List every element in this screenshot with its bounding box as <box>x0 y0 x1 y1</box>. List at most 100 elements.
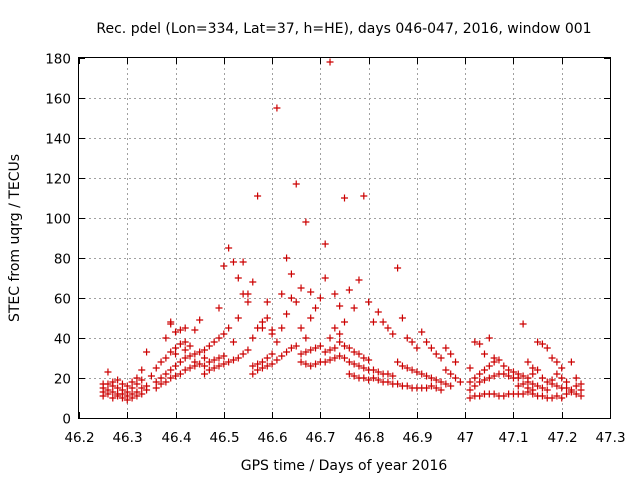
data-point <box>427 344 435 352</box>
data-point <box>500 392 508 400</box>
data-point <box>336 330 344 338</box>
data-point <box>99 380 107 388</box>
x-tick-label: 46.5 <box>209 430 239 446</box>
data-point <box>384 370 392 378</box>
data-point <box>268 360 276 368</box>
data-point <box>476 340 484 348</box>
x-tick-label: 46.3 <box>112 430 142 446</box>
data-point <box>302 218 310 226</box>
data-point <box>162 370 170 378</box>
y-tick-label: 20 <box>54 372 71 388</box>
data-point <box>162 378 170 386</box>
data-point <box>500 370 508 378</box>
data-point <box>201 370 209 378</box>
data-point <box>302 348 310 356</box>
data-point <box>360 364 368 372</box>
data-point <box>152 384 160 392</box>
data-point <box>312 360 320 368</box>
data-point <box>345 344 353 352</box>
data-point <box>495 356 503 364</box>
data-point <box>114 384 122 392</box>
data-point <box>466 378 474 386</box>
data-point <box>220 360 228 368</box>
x-tick-label: 46.9 <box>402 430 432 446</box>
data-point <box>167 348 175 356</box>
data-point <box>480 350 488 358</box>
data-point <box>312 304 320 312</box>
data-point <box>403 382 411 390</box>
data-point <box>398 314 406 322</box>
data-point <box>191 358 199 366</box>
data-point <box>360 374 368 382</box>
data-point <box>157 374 165 382</box>
data-point <box>423 372 431 380</box>
data-point <box>186 364 194 372</box>
data-point <box>287 270 295 278</box>
data-point <box>369 318 377 326</box>
data-point <box>210 364 218 372</box>
data-point <box>181 338 189 346</box>
data-point <box>292 342 300 350</box>
data-point <box>172 344 180 352</box>
data-point <box>374 376 382 384</box>
data-point <box>345 370 353 378</box>
data-point <box>572 374 580 382</box>
data-point <box>104 368 112 376</box>
data-point <box>258 358 266 366</box>
data-point <box>389 330 397 338</box>
data-point <box>567 358 575 366</box>
data-point <box>519 320 527 328</box>
data-point <box>263 354 271 362</box>
data-point <box>273 356 281 364</box>
data-point <box>345 286 353 294</box>
data-point <box>196 360 204 368</box>
y-tick-label: 60 <box>54 292 71 308</box>
data-point <box>369 366 377 374</box>
data-point <box>548 376 556 384</box>
data-point <box>191 350 199 358</box>
data-point <box>321 274 329 282</box>
x-tick-label: 47.3 <box>595 430 625 446</box>
data-point <box>215 362 223 370</box>
data-point <box>490 354 498 362</box>
data-point <box>509 368 517 376</box>
data-point <box>292 298 300 306</box>
data-point <box>283 254 291 262</box>
data-point <box>548 394 556 402</box>
data-point <box>442 366 450 374</box>
data-point <box>205 358 213 366</box>
data-point <box>220 352 228 360</box>
data-point <box>181 354 189 362</box>
data-point <box>186 352 194 360</box>
data-point <box>490 372 498 380</box>
data-point <box>350 348 358 356</box>
data-point <box>118 380 126 388</box>
data-point <box>128 384 136 392</box>
data-point <box>466 386 474 394</box>
data-point <box>374 308 382 316</box>
data-point <box>138 376 146 384</box>
data-point <box>529 364 537 372</box>
data-point <box>558 364 566 372</box>
data-point <box>244 290 252 298</box>
data-point <box>172 328 180 336</box>
grid-lines <box>79 58 610 418</box>
data-point <box>176 358 184 366</box>
data-point <box>147 372 155 380</box>
data-point <box>167 318 175 326</box>
data-point <box>321 240 329 248</box>
data-point <box>394 380 402 388</box>
data-point <box>379 318 387 326</box>
data-point <box>365 298 373 306</box>
y-axis-label: STEC from uqrg / TECUs <box>7 154 23 322</box>
data-point <box>133 388 141 396</box>
data-point <box>278 290 286 298</box>
data-point <box>302 360 310 368</box>
data-point <box>394 358 402 366</box>
data-point <box>302 334 310 342</box>
data-point <box>331 354 339 362</box>
data-point <box>258 318 266 326</box>
data-point <box>524 374 532 382</box>
data-point <box>162 334 170 342</box>
data-point <box>480 376 488 384</box>
